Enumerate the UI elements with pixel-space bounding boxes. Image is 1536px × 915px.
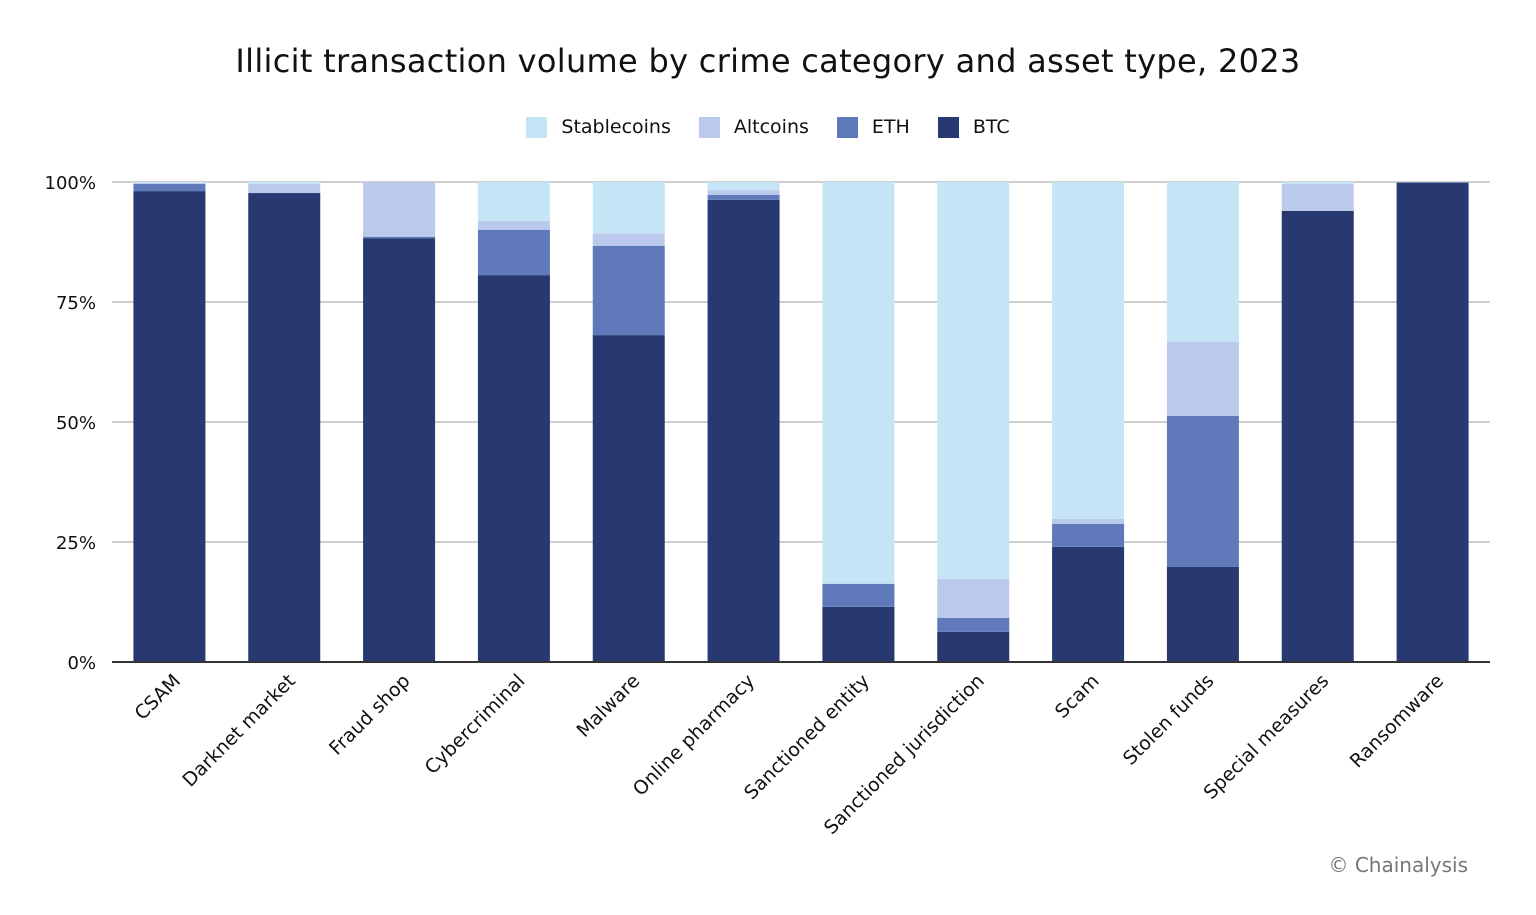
- bar-segment-stablecoins: [1052, 182, 1125, 519]
- x-tick-label: Scam: [1051, 670, 1104, 723]
- x-tick-label: Darknet market: [178, 670, 299, 791]
- bar-segment-btc: [248, 193, 321, 663]
- y-tick-label: 0%: [67, 653, 96, 674]
- bar-segment-eth: [477, 230, 550, 276]
- y-tick-label: 75%: [56, 293, 96, 314]
- legend-label: BTC: [972, 116, 1010, 138]
- bar-segment-eth: [707, 194, 780, 200]
- bar-segment-btc: [822, 606, 895, 662]
- bar-segment-altcoins: [133, 182, 206, 184]
- bar-segment-altcoins: [1281, 183, 1354, 211]
- bar-segment-stablecoins: [592, 182, 665, 234]
- bar-segment-stablecoins: [822, 182, 895, 584]
- bar-segment-altcoins: [248, 183, 321, 194]
- legend-label: ETH: [871, 116, 910, 138]
- bar-segment-btc: [1166, 566, 1239, 662]
- y-tick-label: 50%: [56, 413, 96, 434]
- legend-swatch: [937, 116, 959, 138]
- bar-segment-btc: [592, 335, 665, 662]
- y-tick-label: 25%: [56, 533, 96, 554]
- y-tick-label: 100%: [45, 173, 96, 194]
- bar-segment-stablecoins: [133, 182, 206, 183]
- bar-segment-btc: [1396, 182, 1469, 663]
- bar-segment-eth: [1166, 415, 1239, 567]
- bar-segment-altcoins: [363, 182, 436, 237]
- bar-segment-stablecoins: [1166, 182, 1239, 342]
- legend-swatch: [526, 116, 548, 138]
- bar-segment-eth: [822, 583, 895, 607]
- bar-segment-stablecoins: [1281, 182, 1354, 184]
- x-tick-label: Fraud shop: [325, 670, 415, 760]
- bar-segment-btc: [707, 199, 780, 662]
- legend-swatch: [836, 116, 858, 138]
- bar-segment-stablecoins: [477, 182, 550, 221]
- bar-segment-altcoins: [1052, 518, 1125, 524]
- bar-segment-altcoins: [592, 233, 665, 246]
- x-tick-label: CSAM: [130, 670, 185, 725]
- x-tick-label: Malware: [572, 670, 644, 742]
- legend-item: BTC: [937, 116, 1010, 138]
- bar-segment-altcoins: [707, 190, 780, 195]
- bar-segment-stablecoins: [248, 182, 321, 184]
- bar-segment-altcoins: [937, 578, 1010, 618]
- bar-segment-stablecoins: [937, 182, 1010, 579]
- bar-segment-btc: [133, 191, 206, 662]
- bar-segment-btc: [937, 631, 1010, 662]
- x-tick-label: Ransomware: [1346, 670, 1448, 772]
- bar-segment-eth: [937, 617, 1010, 632]
- bar-segment-eth: [363, 236, 436, 239]
- x-tick-label: Special measures: [1199, 670, 1333, 804]
- bar-segment-eth: [133, 183, 206, 192]
- x-tick-label: Online pharmacy: [629, 670, 759, 800]
- x-tick-label: Stolen funds: [1119, 670, 1219, 770]
- bar-segment-btc: [1052, 546, 1125, 662]
- chart-title: Illicit transaction volume by crime cate…: [235, 42, 1301, 80]
- legend-label: Altcoins: [733, 116, 809, 138]
- legend-item: Stablecoins: [526, 116, 671, 138]
- credit-text: © Chainalysis: [1328, 853, 1468, 877]
- x-tick-label: Sanctioned entity: [740, 670, 874, 804]
- legend-swatch: [698, 116, 720, 138]
- x-tick-label: Cybercriminal: [421, 670, 530, 779]
- bar-segment-btc: [1281, 210, 1354, 663]
- legend-item: Altcoins: [698, 116, 809, 138]
- bar-segment-btc: [477, 275, 550, 662]
- bar-segment-altcoins: [477, 220, 550, 230]
- legend-label: Stablecoins: [561, 116, 671, 138]
- bar-segment-altcoins: [1166, 341, 1239, 416]
- bar-segment-stablecoins: [707, 182, 780, 191]
- bar-segment-eth: [1052, 523, 1125, 547]
- legend-item: ETH: [836, 116, 910, 138]
- bar-segment-eth: [592, 245, 665, 336]
- legend: Stablecoins Altcoins ETH BTC: [0, 116, 1536, 138]
- bar-segment-stablecoins: [1396, 182, 1469, 183]
- bar-segment-btc: [363, 238, 436, 662]
